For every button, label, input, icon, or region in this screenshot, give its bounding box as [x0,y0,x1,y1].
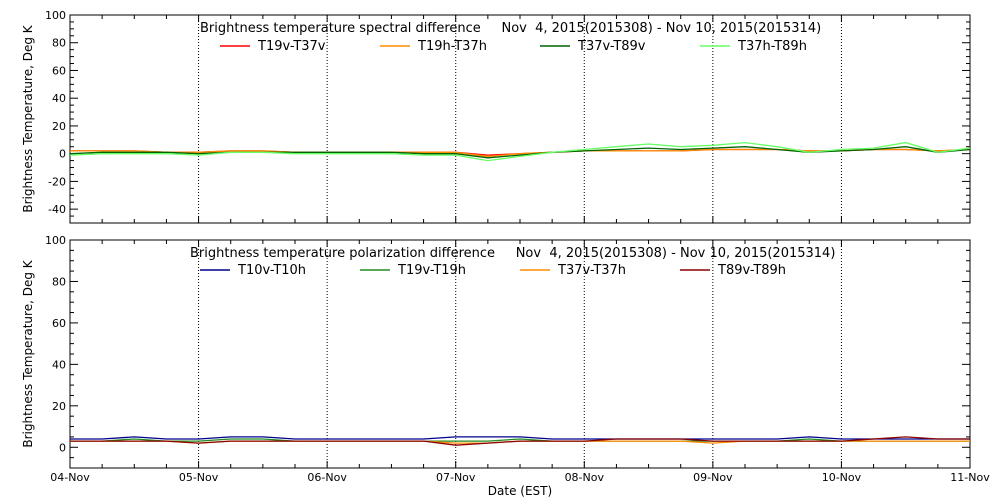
x-tick-label: 07-Nov [436,471,476,484]
legend-label: T19v-T19h [397,263,466,278]
legend-label: T19h-T37h [417,39,487,54]
y-tick-label: 60 [52,317,66,330]
y-tick-label: 60 [52,64,66,77]
panel-title: Brightness temperature spectral differen… [200,21,821,36]
x-tick-label: 09-Nov [693,471,733,484]
x-tick-label: 08-Nov [565,471,605,484]
series-line-T10v-T10h [70,436,970,440]
panel-polarization-difference: 0 20 40 60 80 100 Brightness Temperature, Deg … [21,234,971,469]
x-tick-label: 10-Nov [822,471,862,484]
y-tick-label: 80 [52,37,66,50]
y-tick-label: 100 [45,234,66,247]
x-tick-label: 05-Nov [179,471,219,484]
plot-frame [69,14,971,224]
legend-label: T10v-T10h [237,263,306,278]
date-axis: 04-Nov 05-Nov 06-Nov 07-Nov 08-Nov 09-Nov 10-N… [50,471,990,484]
plot-frame [69,239,971,469]
legend-label: T89v-T89h [717,263,786,278]
y-tick-label: -40 [48,203,66,216]
panel-spectral-difference: -40 -20 0 20 40 60 80 100 Brightness Temperature… [21,9,971,224]
x-tick-label: 04-Nov [50,471,90,484]
legend-label: T37h-T89h [737,39,807,54]
legend-label: T19v-T37v [257,39,326,54]
y-tick-label: 80 [52,275,66,288]
y-tick-label: 20 [52,400,66,413]
panel-title: Brightness temperature polarization diff… [190,246,835,261]
y-tick-label: 40 [52,92,66,105]
y-tick-label: 0 [59,148,66,161]
y-axis-title: Brightness Temperature, Deg K [21,24,35,212]
y-tick-label: -20 [48,175,66,188]
legend-label: T37v-T37h [557,263,626,278]
legend-label: T37v-T89v [577,39,646,54]
y-tick-label: 20 [52,120,66,133]
y-tick-label: 40 [52,358,66,371]
series-line-T19v-T19h [70,438,970,442]
series-line-T37h-T89h [69,141,971,162]
y-axis-title: Brightness Temperature, Deg K [21,259,35,447]
series-line-T89v-T89h [70,436,970,446]
x-tick-label: 06-Nov [307,471,347,484]
x-axis-title: Date (EST) [488,484,552,498]
y-tick-label: 100 [45,9,66,22]
x-tick-label: 11-Nov [950,471,990,484]
y-tick-label: 0 [59,441,66,454]
